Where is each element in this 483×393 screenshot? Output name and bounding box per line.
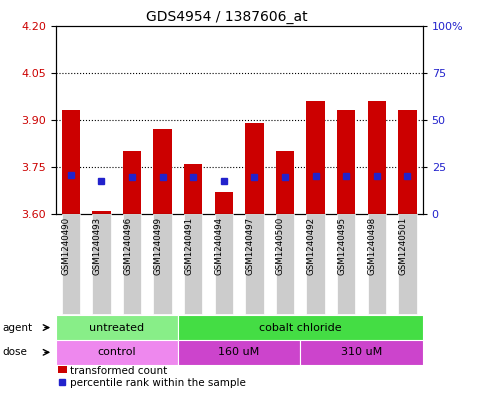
Text: cobalt chloride: cobalt chloride xyxy=(259,323,341,332)
Bar xyxy=(123,151,141,214)
Bar xyxy=(178,340,300,365)
Bar xyxy=(178,315,423,340)
Bar xyxy=(184,164,202,214)
Text: GSM1240498: GSM1240498 xyxy=(368,217,377,275)
Bar xyxy=(214,214,233,314)
Bar xyxy=(337,110,355,214)
Bar xyxy=(214,192,233,214)
Text: percentile rank within the sample: percentile rank within the sample xyxy=(70,378,246,388)
Text: dose: dose xyxy=(2,347,28,357)
Bar xyxy=(398,110,416,214)
Text: GSM1240494: GSM1240494 xyxy=(215,217,224,275)
Bar xyxy=(368,101,386,214)
Bar xyxy=(276,151,294,214)
Text: untreated: untreated xyxy=(89,323,144,332)
Bar xyxy=(56,315,178,340)
Bar xyxy=(154,129,172,214)
Text: 160 uM: 160 uM xyxy=(218,347,260,357)
Bar xyxy=(306,214,325,314)
Text: GSM1240497: GSM1240497 xyxy=(245,217,255,275)
Text: GSM1240495: GSM1240495 xyxy=(337,217,346,275)
Bar xyxy=(62,214,80,314)
Bar xyxy=(62,110,80,214)
Text: GSM1240500: GSM1240500 xyxy=(276,217,285,275)
Bar xyxy=(245,214,264,314)
Bar xyxy=(56,340,178,365)
Text: GSM1240490: GSM1240490 xyxy=(62,217,71,275)
Text: GSM1240492: GSM1240492 xyxy=(307,217,315,275)
Bar xyxy=(92,211,111,214)
Text: GSM1240499: GSM1240499 xyxy=(154,217,163,275)
Text: GDS4954 / 1387606_at: GDS4954 / 1387606_at xyxy=(146,10,308,24)
Bar xyxy=(398,214,416,314)
Text: control: control xyxy=(98,347,136,357)
Bar xyxy=(306,101,325,214)
Bar xyxy=(154,214,172,314)
Text: agent: agent xyxy=(2,323,32,332)
Bar xyxy=(368,214,386,314)
Bar xyxy=(276,214,294,314)
Text: 310 uM: 310 uM xyxy=(341,347,382,357)
Text: GSM1240491: GSM1240491 xyxy=(184,217,193,275)
Text: GSM1240496: GSM1240496 xyxy=(123,217,132,275)
Bar xyxy=(300,340,423,365)
Bar xyxy=(92,214,111,314)
Bar xyxy=(58,366,67,373)
Bar xyxy=(123,214,141,314)
Bar xyxy=(337,214,355,314)
Bar xyxy=(184,214,202,314)
Bar xyxy=(245,123,264,214)
Text: GSM1240501: GSM1240501 xyxy=(398,217,407,275)
Text: GSM1240493: GSM1240493 xyxy=(92,217,101,275)
Text: transformed count: transformed count xyxy=(70,366,167,376)
